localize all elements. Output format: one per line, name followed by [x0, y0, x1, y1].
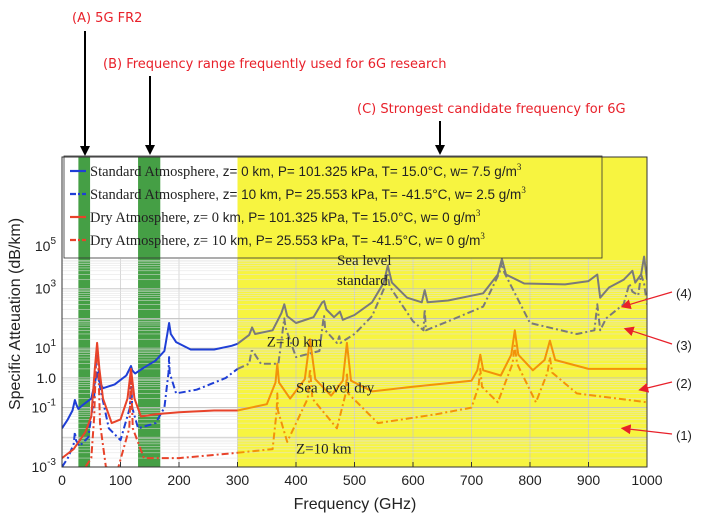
x-tick-label: 900 — [577, 472, 601, 488]
legend-entry: Standard Atmosphere, z= 10 km, P= 25.553… — [90, 185, 526, 203]
y-axis-ticks: 10-3 10-1 1.0 101 103 105 — [32, 236, 57, 475]
series-2-low-line — [62, 344, 239, 467]
band-label-a: (A) 5G FR2 — [72, 11, 142, 26]
band-6g-research — [138, 157, 161, 467]
curve-label-arrow — [638, 381, 673, 393]
band-5g-fr2 — [78, 157, 91, 467]
series-1-low-line — [62, 322, 238, 429]
curve-label: (3) — [676, 338, 692, 353]
series-3-high-line — [237, 329, 647, 412]
x-axis-label: Frequency (GHz) — [294, 496, 417, 513]
y-tick-label: 10-3 — [32, 457, 57, 475]
y-tick-label: 1.0 — [37, 370, 57, 386]
annotation-text: standard — [337, 273, 388, 289]
curve-labels: (4) (3) (2) (1) — [620, 286, 692, 443]
x-tick-label: 200 — [167, 472, 191, 488]
y-tick-label: 105 — [35, 236, 57, 254]
x-tick-label: 700 — [460, 472, 484, 488]
series-2-high-line — [237, 260, 647, 370]
series-4-high-line — [237, 344, 647, 454]
y-tick-label: 103 — [35, 279, 57, 297]
band-label-b: (B) Frequency range frequently used for … — [103, 57, 446, 72]
series-3-low-line — [62, 341, 238, 459]
y-tick-label: 101 — [35, 338, 57, 356]
curve-label-arrow — [623, 326, 673, 345]
band-label-c: (C) Strongest candidate frequency for 6G — [357, 102, 626, 117]
legend-entry: Dry Atmosphere, z= 10 km, P= 25.553 kPa,… — [90, 231, 485, 249]
x-tick-label: 600 — [401, 472, 425, 488]
y-tick-label: 10-1 — [32, 398, 57, 416]
grid-lines — [61, 259, 648, 468]
x-tick-label: 1000 — [631, 472, 662, 488]
annotation-text: Z=10 km — [296, 442, 352, 458]
annotation-text: Z=10 km — [267, 335, 323, 351]
x-tick-label: 400 — [284, 472, 308, 488]
x-tick-label: 300 — [226, 472, 250, 488]
x-tick-label: 0 — [58, 472, 66, 488]
curve-label: (2) — [676, 376, 692, 391]
series-4-low-line — [84, 344, 238, 467]
legend-entry: Dry Atmosphere, z= 0 km, P= 101.325 kPa,… — [90, 208, 481, 226]
x-axis-ticks: 0 100 200 300 400 500 600 700 800 900 1000 — [58, 462, 663, 488]
x-tick-label: 500 — [343, 472, 367, 488]
annotations: Sea level standard Z=10 km Sea level dry Z=1… — [267, 253, 392, 458]
curve-label: (1) — [676, 428, 692, 443]
curve-label: (4) — [676, 286, 692, 301]
x-tick-label: 100 — [109, 472, 133, 488]
y-axis-label: Specific Atteuation (dB/km) — [7, 218, 24, 410]
annotation-text: Sea level dry — [296, 381, 375, 397]
band-6g-candidate — [237, 157, 647, 467]
curve-label-arrow — [620, 424, 673, 435]
legend: Standard Atmosphere, z= 0 km, P= 101.325… — [70, 162, 526, 249]
series-1-high-line — [236, 255, 647, 345]
x-tick-label: 800 — [518, 472, 542, 488]
legend-entry: Standard Atmosphere, z= 0 km, P= 101.325… — [90, 162, 522, 180]
series-layer — [62, 255, 647, 467]
annotation-text: Sea level — [337, 253, 392, 269]
curve-label-arrow — [620, 291, 673, 310]
legend-box — [63, 155, 603, 259]
